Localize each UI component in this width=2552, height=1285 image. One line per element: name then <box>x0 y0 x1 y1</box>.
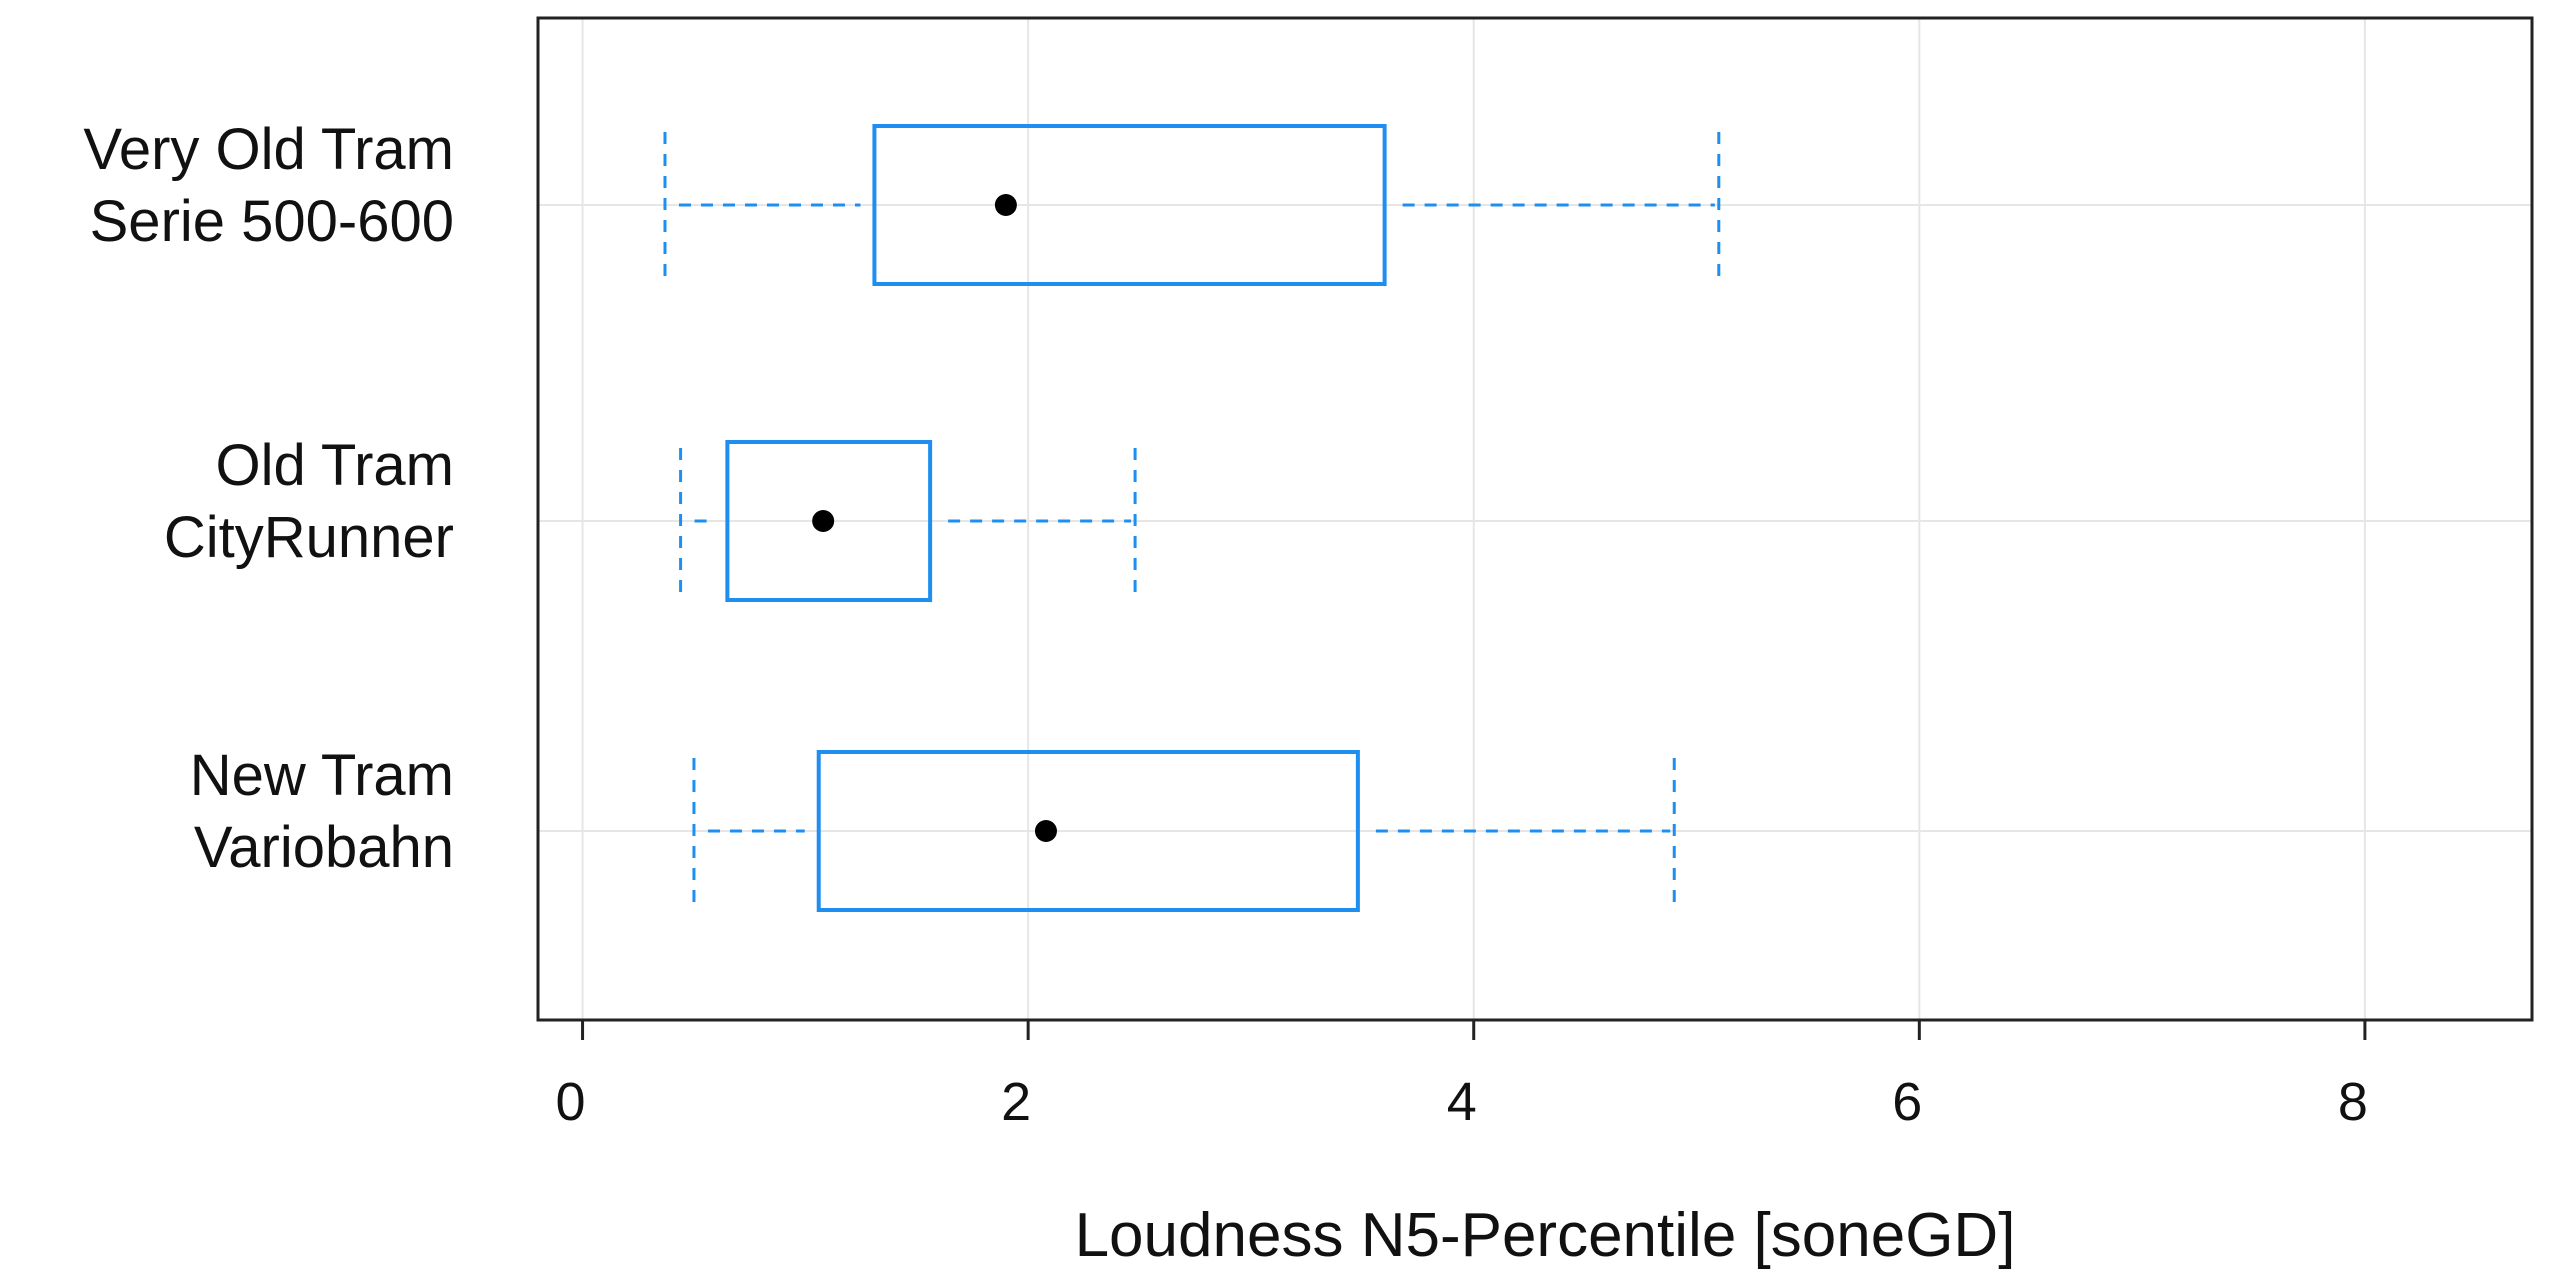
x-tick-label: 0 <box>556 1072 586 1132</box>
mean-marker <box>812 510 835 532</box>
category-label-line: Variobahn <box>194 815 454 880</box>
x-tick-label: 8 <box>2338 1072 2368 1132</box>
box-group <box>663 124 1721 286</box>
mean-marker <box>994 194 1017 216</box>
x-axis-ticks: 0 2 4 6 8 <box>556 1020 2368 1132</box>
box-group <box>679 440 1137 602</box>
iqr-box <box>725 440 933 602</box>
category-label-line: CityRunner <box>164 505 454 570</box>
box-layer <box>663 124 1721 912</box>
plot-frame <box>536 16 2534 1022</box>
category-label: Old Tram CityRunner <box>164 433 454 570</box>
x-tick-label: 4 <box>1447 1072 1477 1132</box>
mean-marker <box>1034 820 1057 842</box>
grid-layer <box>538 18 2532 1020</box>
category-label-line: Old Tram <box>216 433 455 498</box>
category-label-line: Serie 500-600 <box>90 189 454 254</box>
category-label: New Tram Variobahn <box>190 743 454 880</box>
iqr-box <box>872 124 1387 286</box>
box-group <box>692 750 1676 912</box>
category-label-line: New Tram <box>190 743 454 808</box>
category-labels: Very Old Tram Serie 500-600 Old Tram CityRu… <box>83 117 454 880</box>
x-tick-label: 2 <box>1001 1072 1031 1132</box>
iqr-box <box>816 750 1360 912</box>
x-tick-label: 6 <box>1892 1072 1922 1132</box>
x-axis-title: Loudness N5-Percentile [soneGD] <box>1075 1201 2016 1270</box>
category-label: Very Old Tram Serie 500-600 <box>83 117 454 254</box>
category-label-line: Very Old Tram <box>83 117 454 182</box>
